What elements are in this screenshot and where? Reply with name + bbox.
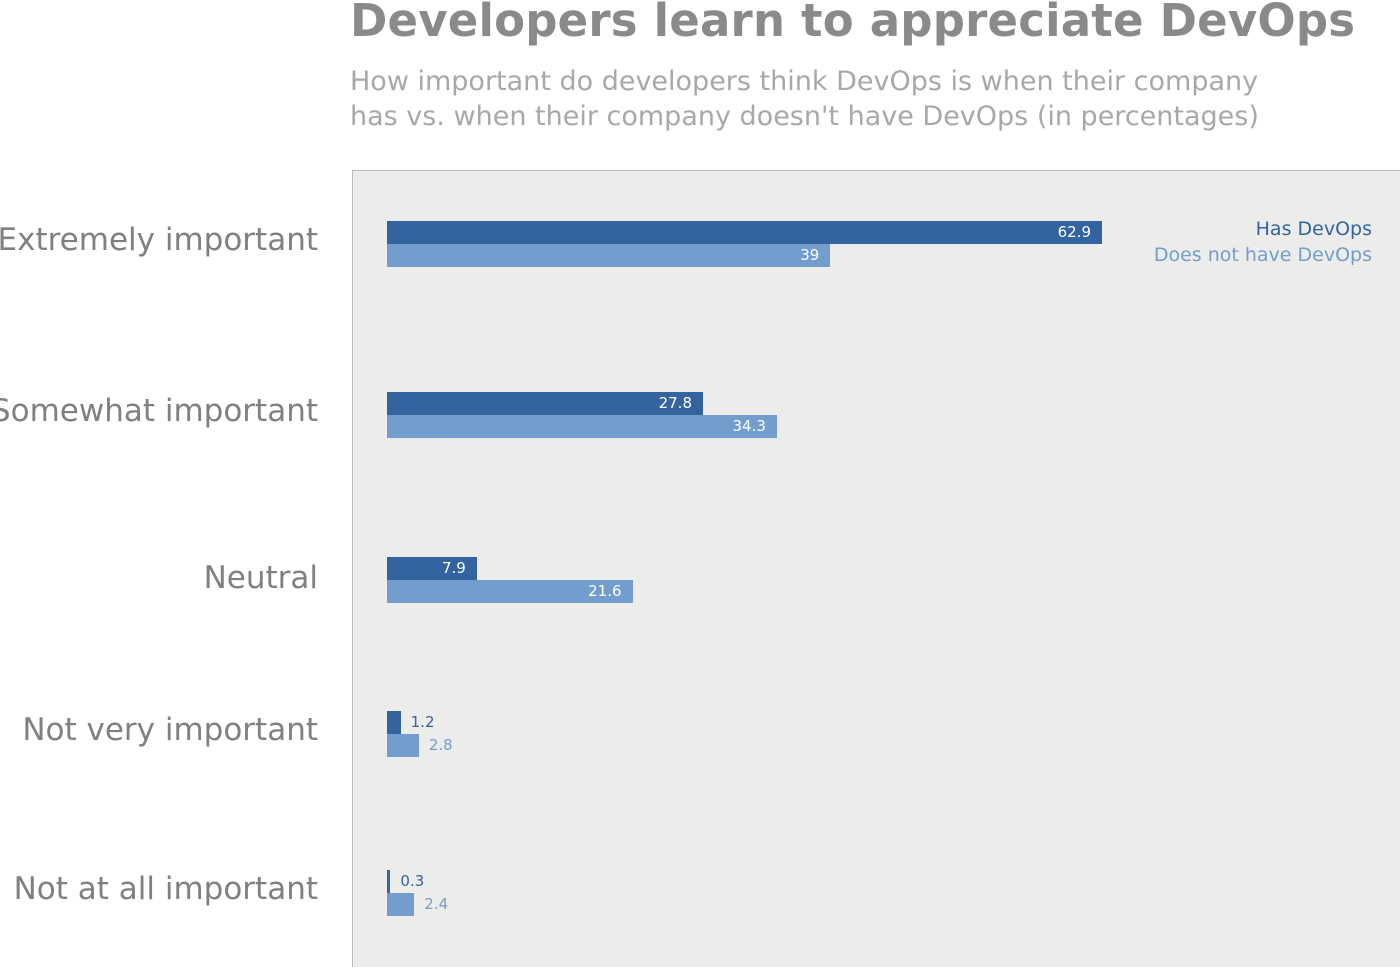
bar	[387, 870, 391, 893]
bar	[387, 557, 477, 580]
data-label: 2.4	[424, 895, 449, 913]
bar	[387, 734, 419, 757]
category-label: Extremely important	[0, 222, 318, 258]
data-label: 62.9	[1057, 223, 1091, 241]
category-label: Not at all important	[13, 871, 318, 907]
legend-item: Does not have DevOps	[1153, 244, 1372, 266]
chart-subtitle: How important do developers think DevOps…	[350, 66, 1259, 132]
bar	[387, 244, 831, 267]
bar	[387, 392, 703, 415]
data-label: 34.3	[732, 417, 766, 435]
data-label: 1.2	[410, 713, 435, 731]
data-label: 7.9	[441, 559, 466, 577]
bar	[387, 415, 777, 438]
bar	[387, 711, 401, 734]
plot-area	[352, 170, 1400, 967]
bar	[387, 893, 415, 916]
legend-item: Has DevOps	[1255, 218, 1372, 240]
data-label: 2.8	[428, 736, 453, 754]
data-label: 21.6	[588, 582, 622, 600]
category-label: Neutral	[203, 560, 318, 596]
category-label: Not very important	[22, 712, 318, 748]
data-label: 27.8	[658, 394, 692, 412]
bar	[387, 580, 633, 603]
data-label: 39	[800, 246, 820, 264]
bar	[387, 221, 1102, 244]
chart-title: Developers learn to appreciate DevOps	[350, 0, 1356, 47]
data-label: 0.3	[400, 872, 425, 890]
category-label: Somewhat important	[0, 393, 318, 429]
